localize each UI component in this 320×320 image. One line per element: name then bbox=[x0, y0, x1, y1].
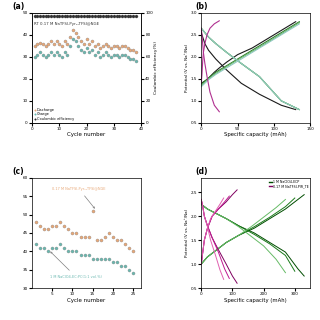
Y-axis label: Potential (V vs. Na⁺/Na): Potential (V vs. Na⁺/Na) bbox=[185, 44, 189, 92]
Text: 0.17 M NaTFSI-Pyr₁₄TFSI@NGE: 0.17 M NaTFSI-Pyr₁₄TFSI@NGE bbox=[52, 187, 106, 208]
Text: (b): (b) bbox=[196, 2, 208, 11]
Text: (c): (c) bbox=[12, 167, 24, 176]
Legend: 1 M NaClO4-ECP, 0.17 M NaTFSI-PIR_TE: 1 M NaClO4-ECP, 0.17 M NaTFSI-PIR_TE bbox=[268, 180, 309, 189]
X-axis label: Specific capacity (mAh): Specific capacity (mAh) bbox=[224, 298, 287, 302]
Text: RT 0.17 M NaTFSI-Pyr₁₄TFSI@NGE: RT 0.17 M NaTFSI-Pyr₁₄TFSI@NGE bbox=[34, 22, 99, 26]
X-axis label: Cycle number: Cycle number bbox=[68, 298, 106, 302]
Y-axis label: Potential (V vs. Na⁺/Na): Potential (V vs. Na⁺/Na) bbox=[185, 209, 189, 257]
Text: (a): (a) bbox=[12, 2, 25, 11]
Text: (d): (d) bbox=[196, 167, 208, 176]
Legend: Discharge, Charge, Coulombic efficiency: Discharge, Charge, Coulombic efficiency bbox=[34, 108, 74, 121]
X-axis label: Specific capacity (mAh): Specific capacity (mAh) bbox=[224, 132, 287, 137]
X-axis label: Cycle number: Cycle number bbox=[68, 132, 106, 137]
Y-axis label: Coulombic efficiency(%): Coulombic efficiency(%) bbox=[155, 41, 158, 94]
Text: 1 M NaClO4-EC:PC(1:1 vol.%): 1 M NaClO4-EC:PC(1:1 vol.%) bbox=[50, 252, 102, 279]
